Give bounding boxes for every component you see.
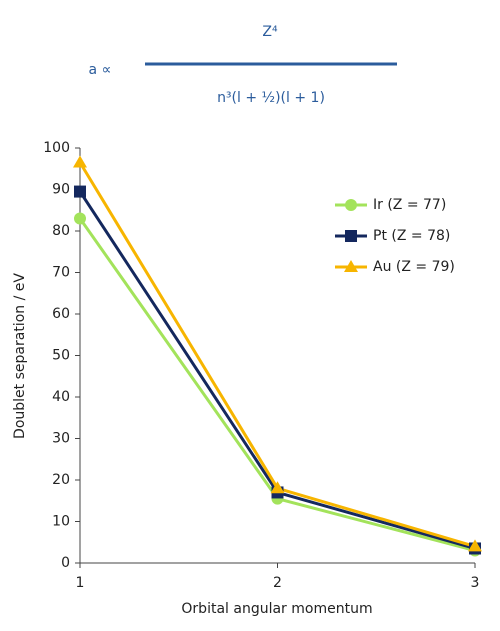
- y-tick-label: 0: [61, 555, 70, 571]
- y-tick-label: 100: [43, 140, 70, 156]
- marker: [74, 185, 86, 198]
- marker: [73, 155, 87, 168]
- marker: [270, 481, 285, 494]
- y-axis-label: Doublet separation / eV: [12, 273, 28, 439]
- y-tick-label: 30: [52, 431, 70, 447]
- x-tick-label: 3: [471, 575, 480, 591]
- y-tick-label: 50: [52, 348, 70, 364]
- legend-label: Pt (Z = 78): [373, 228, 450, 244]
- y-tick-label: 90: [52, 182, 70, 198]
- marker: [468, 539, 482, 552]
- y-tick-label: 10: [52, 514, 70, 530]
- x-axis-label: Orbital angular momentum: [181, 601, 372, 617]
- y-tick-label: 80: [52, 223, 70, 239]
- legend-marker: [345, 199, 357, 211]
- y-tick-label: 40: [52, 389, 70, 405]
- y-tick-label: 60: [52, 306, 70, 322]
- legend-marker: [345, 230, 357, 242]
- x-tick-label: 1: [76, 575, 85, 591]
- formula-numerator: Z⁴: [262, 24, 278, 40]
- y-tick-label: 20: [52, 472, 70, 488]
- legend-marker: [344, 260, 358, 272]
- y-tick-label: 70: [52, 265, 70, 281]
- legend-label: Au (Z = 79): [373, 259, 455, 275]
- legend-label: Ir (Z = 77): [373, 197, 446, 213]
- marker: [74, 212, 86, 225]
- formula-denominator: n³(l + ½)(l + 1): [217, 90, 325, 106]
- x-tick-label: 2: [273, 575, 282, 591]
- formula-lhs: a ∝: [88, 62, 111, 78]
